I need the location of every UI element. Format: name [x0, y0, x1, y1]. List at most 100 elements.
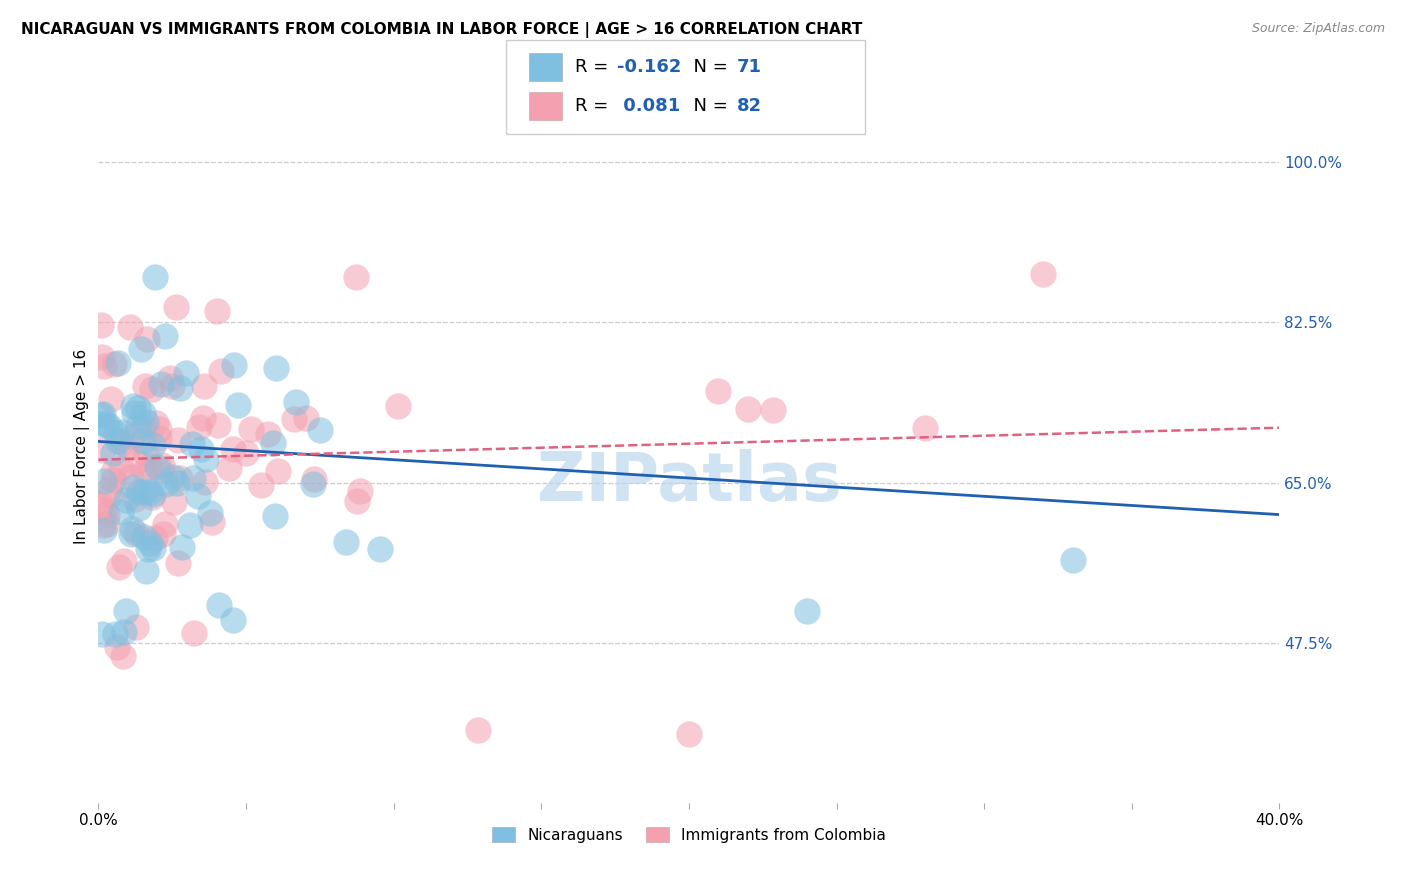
Point: [101, 446, 124, 460]
Point: [181, 436, 204, 450]
Point: [142, 487, 165, 501]
Point: [101, 465, 124, 479]
Point: [169, 381, 191, 395]
Point: [134, 484, 156, 499]
Point: [167, 557, 190, 571]
Point: [198, 506, 221, 520]
Point: [121, 522, 143, 536]
Point: [149, 462, 172, 476]
Point: [239, 422, 262, 436]
Point: [125, 525, 148, 540]
Point: [141, 382, 163, 396]
Point: [93, 442, 115, 457]
Point: [150, 377, 173, 392]
Point: [166, 476, 188, 491]
Point: [100, 488, 122, 502]
Point: [100, 392, 122, 406]
Point: [111, 649, 134, 664]
Point: [235, 446, 257, 460]
Point: [167, 434, 190, 448]
Point: [285, 394, 308, 409]
Point: [148, 422, 170, 436]
Point: [91, 517, 114, 532]
Point: [678, 727, 700, 741]
Point: [155, 477, 177, 491]
Point: [135, 415, 157, 429]
Point: [195, 451, 218, 466]
Point: [132, 406, 155, 420]
Legend: Nicaraguans, Immigrants from Colombia: Nicaraguans, Immigrants from Colombia: [486, 821, 891, 848]
Point: [93, 504, 115, 518]
Point: [96, 507, 118, 521]
Point: [1062, 553, 1084, 567]
Text: 82: 82: [737, 97, 762, 115]
Point: [193, 379, 215, 393]
Text: R =: R =: [575, 58, 614, 76]
Point: [94, 417, 117, 431]
Point: [111, 425, 134, 439]
Point: [146, 459, 169, 474]
Point: [134, 464, 156, 478]
Text: NICARAGUAN VS IMMIGRANTS FROM COLOMBIA IN LABOR FORCE | AGE > 16 CORRELATION CHA: NICARAGUAN VS IMMIGRANTS FROM COLOMBIA I…: [21, 22, 862, 38]
Point: [308, 423, 330, 437]
Point: [368, 542, 391, 557]
Point: [153, 516, 176, 531]
Point: [105, 640, 128, 655]
Point: [143, 532, 166, 546]
Text: 71: 71: [737, 58, 762, 76]
Point: [104, 626, 127, 640]
Point: [120, 320, 142, 334]
Point: [387, 399, 409, 413]
Point: [262, 436, 284, 450]
Point: [737, 402, 759, 417]
Point: [125, 620, 148, 634]
Point: [120, 526, 142, 541]
Point: [257, 427, 280, 442]
Point: [209, 363, 232, 377]
Point: [139, 536, 162, 550]
Point: [159, 371, 181, 385]
Point: [117, 441, 139, 455]
Text: Source: ZipAtlas.com: Source: ZipAtlas.com: [1251, 22, 1385, 36]
Point: [169, 470, 191, 484]
Point: [176, 366, 198, 380]
Point: [153, 328, 176, 343]
Point: [224, 359, 246, 373]
Point: [112, 624, 135, 639]
Point: [344, 269, 367, 284]
Point: [127, 419, 149, 434]
Point: [346, 493, 368, 508]
Point: [101, 473, 124, 487]
Point: [150, 458, 173, 473]
Point: [93, 407, 115, 421]
Text: R =: R =: [575, 97, 614, 115]
Point: [121, 399, 143, 413]
Point: [110, 435, 132, 450]
Text: 0.081: 0.081: [617, 97, 681, 115]
Point: [96, 517, 118, 532]
Point: [132, 434, 155, 449]
Point: [114, 604, 136, 618]
Point: [207, 417, 229, 432]
Point: [707, 384, 730, 398]
Point: [128, 485, 150, 500]
Point: [90, 350, 112, 364]
Point: [124, 491, 146, 506]
Point: [128, 501, 150, 516]
Point: [283, 411, 305, 425]
Point: [105, 425, 128, 440]
Point: [160, 379, 183, 393]
Point: [141, 490, 163, 504]
Point: [90, 318, 112, 333]
Point: [226, 398, 249, 412]
Point: [121, 430, 143, 444]
Point: [98, 483, 121, 497]
Point: [90, 498, 112, 512]
Point: [267, 464, 290, 478]
Point: [138, 484, 160, 499]
Point: [107, 560, 129, 574]
Point: [152, 526, 174, 541]
Point: [98, 418, 121, 433]
Point: [107, 356, 129, 370]
Point: [110, 460, 132, 475]
